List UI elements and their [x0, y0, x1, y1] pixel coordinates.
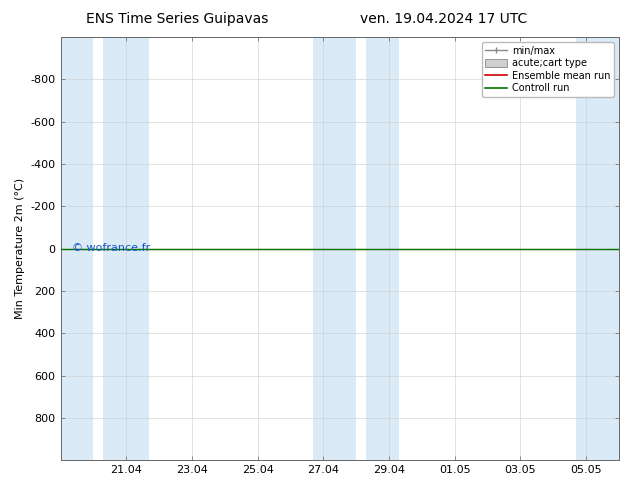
Bar: [103, 37, 149, 460]
Text: © wofrance.fr: © wofrance.fr: [72, 243, 150, 253]
Bar: [576, 37, 619, 460]
Bar: [313, 37, 356, 460]
Text: ENS Time Series Guipavas: ENS Time Series Guipavas: [86, 12, 269, 26]
Y-axis label: Min Temperature 2m (°C): Min Temperature 2m (°C): [15, 178, 25, 319]
Bar: [366, 37, 399, 460]
Text: ven. 19.04.2024 17 UTC: ven. 19.04.2024 17 UTC: [360, 12, 527, 26]
Legend: min/max, acute;cart type, Ensemble mean run, Controll run: min/max, acute;cart type, Ensemble mean …: [482, 42, 614, 97]
Bar: [60, 37, 93, 460]
